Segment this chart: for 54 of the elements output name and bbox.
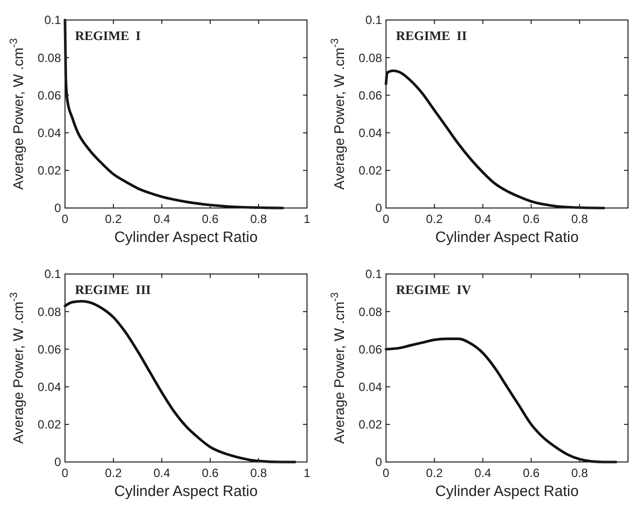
x-tick-label: 0.4	[474, 212, 492, 226]
x-tick-label: 0.6	[522, 212, 540, 226]
x-tick-label: 0.4	[153, 466, 170, 480]
y-tick-label: 0.08	[358, 50, 382, 65]
y-tick-label: 0.06	[358, 342, 382, 356]
annotation: REGIME III	[75, 282, 151, 297]
y-tick-label: 0.04	[358, 380, 382, 394]
x-tick-label: 0.2	[426, 466, 444, 480]
y-tick-label: 0.08	[358, 304, 382, 319]
y-tick-label: 0.06	[38, 88, 62, 102]
x-tick-label: 1	[304, 212, 311, 226]
y-tick-label: 0.04	[358, 126, 382, 140]
y-tick-label: 0	[375, 455, 382, 470]
y-tick-label: 0.04	[38, 380, 62, 394]
x-tick-label: 0.8	[571, 212, 588, 226]
line-series	[64, 300, 296, 464]
y-tick-label: 0	[375, 201, 382, 216]
y-tick-label: 0.02	[358, 164, 382, 178]
annotation: REGIME II	[396, 28, 467, 43]
y-tick-label: 0.02	[38, 164, 62, 178]
x-tick-label: 0.4	[153, 212, 170, 226]
x-axis-title: Cylinder Aspect Ratio	[435, 483, 579, 500]
x-tick-label: 0.2	[426, 212, 444, 226]
x-tick-label: 0.6	[522, 466, 540, 480]
x-axis-title: Cylinder Aspect Ratio	[114, 483, 258, 500]
y-tick-label: 0.04	[38, 126, 62, 140]
y-tick-label: 0.06	[358, 88, 382, 102]
line-series	[64, 18, 284, 210]
x-tick-label: 0.4	[474, 466, 492, 480]
x-axis-title: Cylinder Aspect Ratio	[435, 229, 579, 246]
line-series	[384, 338, 618, 464]
x-tick-label: 0.6	[202, 466, 219, 480]
y-tick-label: 0.08	[38, 50, 62, 65]
y-tick-label: 0.1	[44, 13, 62, 28]
x-tick-label: 0.8	[250, 466, 268, 480]
x-tick-label: 1	[304, 466, 311, 480]
y-tick-label: 0.06	[38, 342, 62, 356]
line-series	[384, 69, 606, 210]
x-tick-label: 0.6	[202, 212, 219, 226]
y-tick-label: 0.1	[44, 267, 62, 282]
y-tick-label: 0.02	[358, 418, 382, 432]
x-axis-title: Cylinder Aspect Ratio	[114, 229, 258, 246]
y-tick-label: 0.1	[365, 13, 382, 28]
x-tick-label: 0.8	[250, 212, 268, 226]
x-tick-label: 0.2	[105, 466, 122, 480]
x-tick-label: 0.8	[571, 466, 588, 480]
y-tick-label: 0.1	[365, 267, 382, 282]
y-tick-label: 0.08	[38, 304, 62, 319]
x-tick-label: 0.2	[105, 212, 122, 226]
annotation: REGIME IV	[396, 282, 472, 297]
y-tick-label: 0.02	[38, 418, 62, 432]
y-tick-label: 0	[54, 201, 62, 216]
annotation: REGIME I	[75, 28, 141, 43]
y-tick-label: 0	[54, 455, 62, 470]
